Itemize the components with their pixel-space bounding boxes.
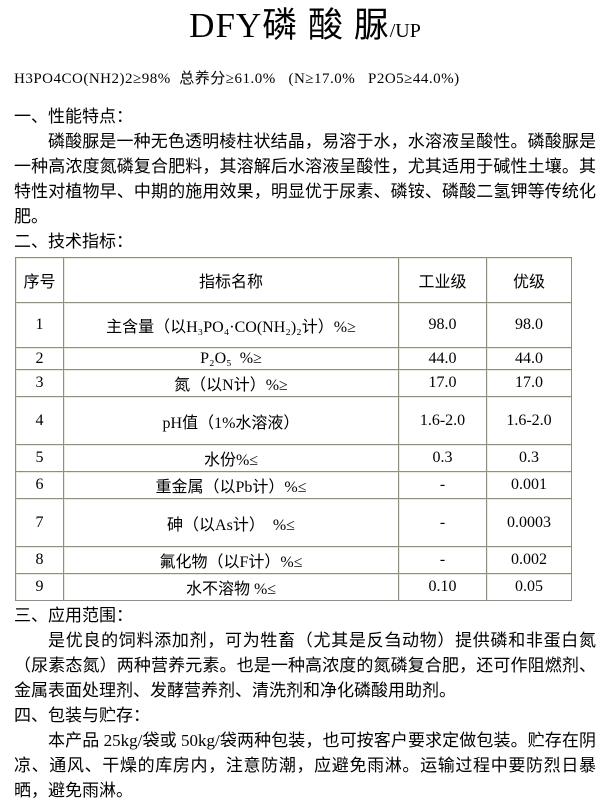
cell-premium-grade: 1.6-2.0 (487, 397, 572, 445)
table-row: 8 氟化物（以F计）%≤ -0.002 (16, 547, 572, 574)
cell-indicator-name: 主含量（以H₃PO₄·CO(NH₂)₂计）%≥ (64, 303, 399, 348)
cell-index: 9 (16, 574, 64, 601)
cell-industrial-grade: 17.0 (399, 370, 487, 397)
section-body-applications: 是优良的饲料添加剂，可为牲畜（尤其是反刍动物）提供磷和非蛋白氮（尿素态氮）两种营… (14, 631, 596, 700)
table-row: 2 P₂O₅ %≥ 44.0 44.0 (16, 348, 572, 370)
cell-premium-grade: 0.002 (487, 547, 572, 574)
cell-index: 2 (16, 348, 64, 370)
cell-index: 7 (16, 499, 64, 547)
page-title-main: DFY磷 酸 脲 (189, 6, 390, 45)
cell-industrial-grade: 0.10 (399, 574, 487, 601)
cell-industrial-grade: 98.0 (399, 303, 487, 348)
section-heading-performance: 一、性能特点： (14, 107, 133, 126)
table-row: 5 水份%≤ 0.3 0.3 (16, 445, 572, 472)
cell-industrial-grade: - (399, 472, 487, 499)
cell-indicator-name: 氟化物（以F计）%≤ (64, 547, 399, 574)
cell-index: 1 (16, 303, 64, 348)
cell-premium-grade: 0.001 (487, 472, 572, 499)
cell-premium-grade: 0.05 (487, 574, 572, 601)
cell-industrial-grade: 1.6-2.0 (399, 397, 487, 445)
column-header-premium-grade: 优级 (487, 258, 572, 303)
section-heading-applications: 三、应用范围： (14, 606, 133, 625)
document-page: { "header": { "title_main": "DFY磷 酸 脲", … (14, 4, 596, 800)
cell-index: 3 (16, 370, 64, 397)
table-row: 7 砷（以As计） %≤ -0.0003 (16, 499, 572, 547)
table-row: 1 主含量（以H₃PO₄·CO(NH₂)₂计）%≥ 98.0 98.0 (16, 303, 572, 348)
cell-index: 4 (16, 397, 64, 445)
cell-indicator-name: pH值（1%水溶液） (64, 397, 399, 445)
cell-index: 8 (16, 547, 64, 574)
cell-index: 6 (16, 472, 64, 499)
section-heading-packaging: 四、包装与贮存： (14, 706, 150, 725)
cell-premium-grade: 44.0 (487, 348, 572, 370)
cell-indicator-name: 水不溶物 %≤ (64, 574, 399, 601)
cell-indicator-name: 重金属（以Pb计）%≤ (64, 472, 399, 499)
table-row: 9 水不溶物 %≤ 0.10 0.05 (16, 574, 572, 601)
formula-line: H3PO4CO(NH2)2≥98% 总养分≥61.0% (N≥17.0% P2O… (14, 71, 460, 87)
page-title: DFY磷 酸 脲/UP (14, 4, 596, 53)
cell-indicator-name: 水份%≤ (64, 445, 399, 472)
column-header-name: 指标名称 (64, 258, 399, 303)
spec-table: 序号 指标名称 工业级 优级 1 主含量（以H₃PO₄·CO(NH₂)₂计）%≥ 9… (15, 257, 572, 601)
cell-industrial-grade: 44.0 (399, 348, 487, 370)
cell-premium-grade: 0.3 (487, 445, 572, 472)
column-header-industrial-grade: 工业级 (399, 258, 487, 303)
table-row: 3 氮（以N计）%≥ 17.0 17.0 (16, 370, 572, 397)
section-body-packaging: 本产品 25kg/袋或 50kg/袋两种包装，也可按客户要求定做包装。贮存在阴凉… (14, 731, 596, 800)
table-header-row: 序号 指标名称 工业级 优级 (16, 258, 572, 303)
table-row: 6 重金属（以Pb计）%≤ -0.001 (16, 472, 572, 499)
cell-indicator-name: 砷（以As计） %≤ (64, 499, 399, 547)
cell-industrial-grade: 0.3 (399, 445, 487, 472)
section-heading-specs: 二、技术指标： (14, 232, 133, 251)
column-header-index: 序号 (16, 258, 64, 303)
table-row: 4 pH值（1%水溶液） 1.6-2.0 1.6-2.0 (16, 397, 572, 445)
cell-industrial-grade: - (399, 547, 487, 574)
cell-index: 5 (16, 445, 64, 472)
cell-indicator-name: P₂O₅ %≥ (64, 348, 399, 370)
spec-table-body: 1 主含量（以H₃PO₄·CO(NH₂)₂计）%≥ 98.0 98.0 2 P₂O₅ %≥… (16, 303, 572, 601)
cell-industrial-grade: - (399, 499, 487, 547)
cell-premium-grade: 98.0 (487, 303, 572, 348)
page-title-suffix: /UP (389, 20, 421, 42)
cell-premium-grade: 17.0 (487, 370, 572, 397)
cell-premium-grade: 0.0003 (487, 499, 572, 547)
cell-indicator-name: 氮（以N计）%≥ (64, 370, 399, 397)
section-body-performance: 磷酸脲是一种无色透明棱柱状结晶，易溶于水，水溶液呈酸性。磷酸脲是一种高浓度氮磷复… (14, 132, 596, 226)
